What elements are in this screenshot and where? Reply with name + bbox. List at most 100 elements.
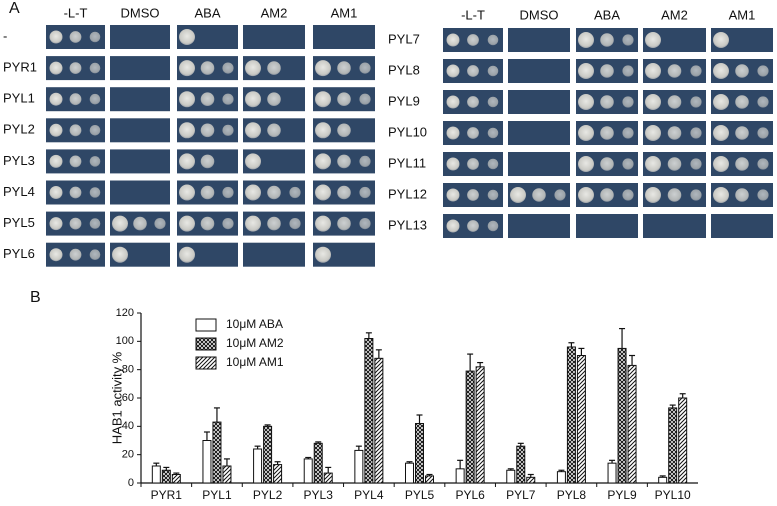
error-bar (274, 461, 281, 465)
colony-spot (49, 61, 63, 75)
colony-spot (89, 156, 101, 167)
colony-spot (487, 34, 499, 46)
colony-spot (245, 91, 261, 108)
y-tick-label: 0 (128, 477, 134, 489)
colony-spot (245, 215, 261, 232)
colony-spot (713, 187, 729, 203)
error-bar (477, 361, 484, 367)
column-header: ABA (594, 7, 620, 22)
error-bar (558, 469, 565, 472)
colony-spot (690, 127, 702, 139)
bar (506, 469, 516, 484)
error-bar (669, 404, 676, 408)
error-bar (578, 347, 585, 356)
error-bar (659, 475, 666, 478)
colony-spot (578, 63, 594, 79)
x-tick-label: PYL3 (304, 488, 334, 502)
plate-tile (508, 59, 570, 83)
colony-spot (622, 65, 634, 77)
legend-swatch (195, 337, 217, 351)
y-axis-label: HAB1 activity % (109, 351, 124, 444)
legend-label: 10μM AM1 (226, 355, 284, 369)
row-label: PYR1 (3, 60, 37, 75)
colony-spot (200, 154, 215, 169)
bar (171, 474, 181, 484)
colony-spot (337, 123, 351, 138)
bar (354, 449, 364, 484)
colony-spot (487, 127, 499, 139)
error-bar (457, 459, 464, 469)
colony-spot (179, 184, 195, 201)
colony-spot (578, 125, 594, 141)
colony-spot (49, 92, 63, 106)
colony-spot (467, 220, 479, 232)
bar (313, 442, 323, 484)
colony-spot (510, 187, 526, 203)
row-label: - (3, 28, 7, 43)
bar (151, 465, 161, 484)
column-header: DMSO (520, 7, 559, 22)
colony-spot (315, 184, 331, 201)
bar (668, 407, 678, 484)
colony-spot (222, 124, 234, 136)
colony-spot (133, 216, 147, 231)
colony-spot (222, 186, 234, 199)
colony-spot (179, 246, 195, 263)
error-bar (315, 441, 322, 444)
colony-spot (69, 62, 82, 74)
colony-spot (757, 158, 769, 170)
error-bar (507, 468, 514, 471)
error-bar (223, 458, 230, 466)
bar (576, 355, 586, 484)
colony-spot (487, 220, 499, 232)
colony-spot (667, 188, 682, 202)
error-bar (264, 424, 271, 427)
plate-tile (110, 180, 170, 205)
x-tick-label: PYL6 (455, 488, 485, 502)
colony-spot (89, 93, 101, 105)
legend-label: 10μM ABA (226, 317, 283, 331)
colony-spot (179, 91, 195, 108)
colony-spot (89, 218, 101, 229)
error-bar (568, 342, 575, 347)
row-label: PYL9 (388, 93, 420, 108)
colony-spot (622, 127, 634, 139)
colony-spot (645, 94, 661, 110)
bar (212, 421, 222, 484)
plate-tile (243, 242, 305, 267)
colony-spot (667, 64, 682, 78)
colony-spot (600, 33, 614, 47)
colony-spot (622, 158, 634, 170)
legend-swatch (195, 356, 217, 370)
colony-spot (69, 217, 82, 230)
plate-tile (711, 214, 773, 238)
colony-spot (49, 186, 63, 199)
colony-spot (467, 127, 479, 139)
colony-spot (690, 96, 702, 108)
colony-spot (179, 29, 195, 45)
colony-spot (600, 64, 614, 78)
colony-spot (315, 122, 331, 139)
y-tick-label: 100 (116, 335, 134, 347)
colony-spot (222, 218, 234, 230)
colony-spot (667, 126, 682, 140)
colony-spot (600, 188, 614, 202)
colony-spot (200, 61, 215, 75)
colony-spot (245, 184, 261, 201)
colony-spot (735, 157, 749, 171)
error-bar (153, 462, 160, 466)
colony-spot (154, 218, 166, 230)
colony-spot (89, 125, 101, 136)
colony-spot (179, 153, 195, 170)
plate-tile (576, 214, 638, 238)
bar (263, 425, 273, 484)
bar (465, 370, 475, 484)
colony-spot (487, 96, 499, 108)
error-bar (173, 472, 180, 475)
bar (607, 462, 617, 484)
bar (566, 346, 576, 484)
colony-spot (337, 92, 351, 106)
colony-spot (359, 93, 371, 105)
x-tick-label: PYL5 (405, 488, 435, 502)
colony-spot (645, 187, 661, 203)
